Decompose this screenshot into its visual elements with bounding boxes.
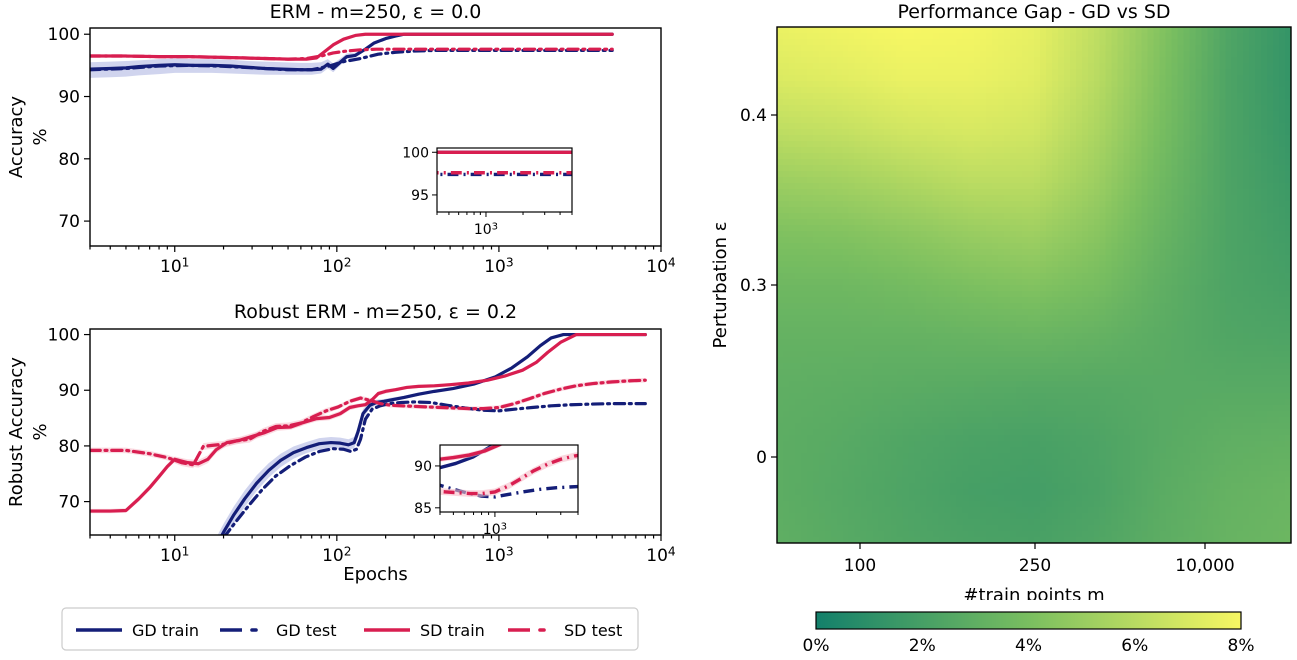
tick-label: 104 <box>646 544 676 566</box>
x-axis-ticks: 101 102 103 104 <box>90 535 676 566</box>
x-axis-ticks: 100 250 10,000 <box>844 543 1235 576</box>
legend-label: GD test <box>276 621 337 640</box>
tick-label: 80 <box>58 437 80 457</box>
colorbar-tick-label: 6% <box>1121 636 1148 656</box>
y-axis-label: Robust Accuracy% <box>6 357 51 507</box>
x-axis-label: Epochs <box>343 564 408 585</box>
legend: GD train GD test SD train SD test <box>0 600 700 660</box>
inset-tick-label: 85 <box>414 501 432 517</box>
chart-title: Performance Gap - GD vs SD <box>897 1 1170 23</box>
heatmap-cells <box>777 27 1292 544</box>
tick-label: 90 <box>58 88 80 108</box>
plot-area: 101 102 103 104 70 80 90 100 <box>48 25 676 277</box>
tick-label: 101 <box>160 544 189 566</box>
plot-area: 101 102 103 104 70 80 90 100 <box>48 326 676 566</box>
colorbar-gradient <box>816 612 1241 629</box>
y-axis-ticks: 70 80 90 100 <box>48 326 90 513</box>
svg-text:Accuracy: Accuracy <box>6 96 27 179</box>
legend-label: GD train <box>132 621 199 640</box>
x-axis-label: #train points m <box>963 585 1104 600</box>
colorbar-tick-label: 2% <box>909 636 936 656</box>
tick-label: 0.3 <box>740 276 767 296</box>
colorbar-tick-label: 0% <box>803 636 830 656</box>
tick-label: 103 <box>484 544 513 566</box>
svg-text:Robust Accuracy: Robust Accuracy <box>6 357 27 507</box>
inset-tick-label: 95 <box>411 188 429 204</box>
x-axis-ticks: 101 102 103 104 <box>90 246 676 277</box>
tick-label: 0.4 <box>740 106 767 126</box>
colorbar-tick-label: 4% <box>1015 636 1042 656</box>
colorbar-tick-label: 8% <box>1228 636 1255 656</box>
tick-label: 104 <box>646 255 676 277</box>
legend-label: SD test <box>564 621 622 640</box>
tick-label: 101 <box>160 255 189 277</box>
y-axis-label: Perturbation ε <box>710 222 731 349</box>
svg-text:%: % <box>30 423 51 440</box>
tick-label: 10,000 <box>1175 556 1234 576</box>
tick-label: 102 <box>322 255 351 277</box>
tick-label: 102 <box>322 544 351 566</box>
y-axis-ticks: 70 80 90 100 <box>48 25 90 232</box>
tick-label: 100 <box>48 25 80 45</box>
tick-label: 100 <box>844 556 876 576</box>
y-axis-label: Accuracy% <box>6 96 51 179</box>
inset-erm-accuracy: 103 95 100 <box>175 145 572 238</box>
tick-label: 103 <box>484 255 513 277</box>
chart-title: Robust ERM - m=250, ε = 0.2 <box>234 301 517 323</box>
tick-label: 70 <box>58 493 80 513</box>
tick-label: 90 <box>58 381 80 401</box>
inset-tick-label: 100 <box>402 145 429 161</box>
chart-title: ERM - m=250, ε = 0.0 <box>270 1 482 23</box>
tick-label: 100 <box>48 326 80 346</box>
tick-label: 70 <box>58 212 80 232</box>
tick-label: 250 <box>1019 556 1051 576</box>
colorbar: 0% 2% 4% 6% 8% <box>700 600 1297 660</box>
tick-label: 0 <box>756 448 767 468</box>
tick-label: 80 <box>58 150 80 170</box>
robust-erm-accuracy-chart: Robust ERM - m=250, ε = 0.2 101 102 103 104 7… <box>0 295 700 605</box>
series-line-gd-test <box>224 402 646 538</box>
tick-label: 103 <box>474 221 498 238</box>
y-axis-ticks: 0 0.3 0.4 <box>740 106 777 468</box>
inset-tick-label: 90 <box>414 459 432 475</box>
legend-label: SD train <box>420 621 485 640</box>
svg-text:%: % <box>30 128 51 145</box>
confidence-band <box>216 335 645 555</box>
